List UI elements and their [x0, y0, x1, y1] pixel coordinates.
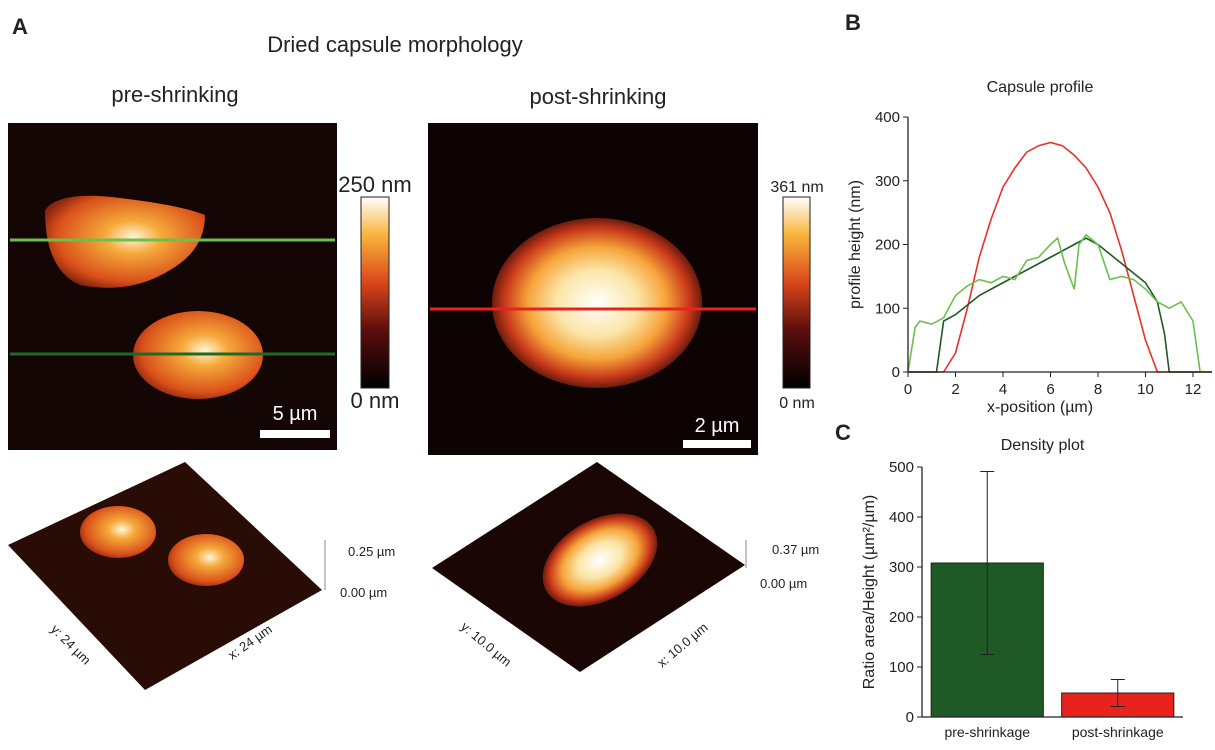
axis	[907, 117, 1212, 373]
line-series	[908, 141, 1212, 373]
capsule-3d	[168, 534, 244, 586]
error-bar	[980, 471, 995, 655]
x-tick-label: 2	[951, 381, 959, 398]
panel-a: A Dried capsule morphology pre-shrinking…	[8, 14, 824, 690]
line-series	[908, 237, 1212, 373]
error-bar	[1110, 679, 1125, 707]
colorbar	[782, 196, 811, 389]
chart-title: Capsule profile	[987, 79, 1094, 96]
z-min: 0.00 µm	[760, 576, 807, 591]
scale-bar-label: 5 µm	[273, 403, 318, 425]
y-axis-label: profile height (nm)	[847, 180, 864, 309]
y-axis-label: Ratio area/Height (µm²/µm)	[861, 495, 878, 689]
y-tick-label: 400	[889, 509, 914, 526]
colorbar-max: 250 nm	[338, 172, 411, 197]
axis-label-3d: y: 10.0 µm	[458, 619, 514, 670]
y-tick-label: 300	[875, 173, 900, 190]
chart-title: Density plot	[1001, 437, 1085, 454]
colorbar-min: 0 nm	[351, 388, 400, 413]
capsule-3d	[542, 513, 658, 607]
x-tick-label: 4	[999, 381, 1007, 398]
scale-bar	[683, 440, 751, 448]
axis	[921, 467, 1183, 718]
y-tick-label: 200	[875, 237, 900, 254]
panel-label: B	[845, 10, 861, 35]
image-title: post-shrinking	[530, 84, 667, 109]
line-series	[907, 233, 1212, 373]
y-tick-label: 0	[892, 364, 900, 381]
y-tick-label: 0	[906, 709, 914, 726]
z-min: 0.00 µm	[340, 585, 387, 600]
y-tick-label: 500	[889, 459, 914, 476]
z-max: 0.25 µm	[348, 544, 395, 559]
colorbar	[360, 196, 390, 389]
image-title: pre-shrinking	[111, 82, 238, 107]
capsule	[45, 195, 205, 288]
x-tick-label: 10	[1137, 381, 1154, 398]
scale-bar	[260, 430, 330, 438]
x-tick-label: post-shrinkage	[1072, 724, 1164, 740]
surface-3d	[8, 462, 322, 690]
z-max: 0.37 µm	[772, 542, 819, 557]
x-tick-label: pre-shrinkage	[944, 724, 1030, 740]
x-tick-label: 0	[904, 381, 912, 398]
scale-bar-label: 2 µm	[695, 415, 740, 437]
panel-label: C	[835, 420, 851, 445]
y-tick-label: 300	[889, 559, 914, 576]
colorbar-min: 0 nm	[779, 395, 815, 412]
x-tick-label: 6	[1046, 381, 1054, 398]
x-axis-label: x-position (µm)	[987, 399, 1093, 416]
axis-label-3d: x: 10.0 µm	[654, 620, 710, 671]
y-tick-label: 200	[889, 609, 914, 626]
x-tick-label: 8	[1094, 381, 1102, 398]
panel-label: A	[12, 14, 28, 39]
x-tick-label: 12	[1185, 381, 1202, 398]
afm-image	[8, 123, 337, 450]
y-tick-label: 100	[889, 659, 914, 676]
y-tick-label: 100	[875, 300, 900, 317]
capsule-3d	[80, 506, 156, 558]
panel-title: Dried capsule morphology	[267, 32, 523, 57]
y-tick-label: 400	[875, 109, 900, 126]
capsule	[492, 218, 702, 388]
colorbar-max: 361 nm	[770, 179, 823, 196]
